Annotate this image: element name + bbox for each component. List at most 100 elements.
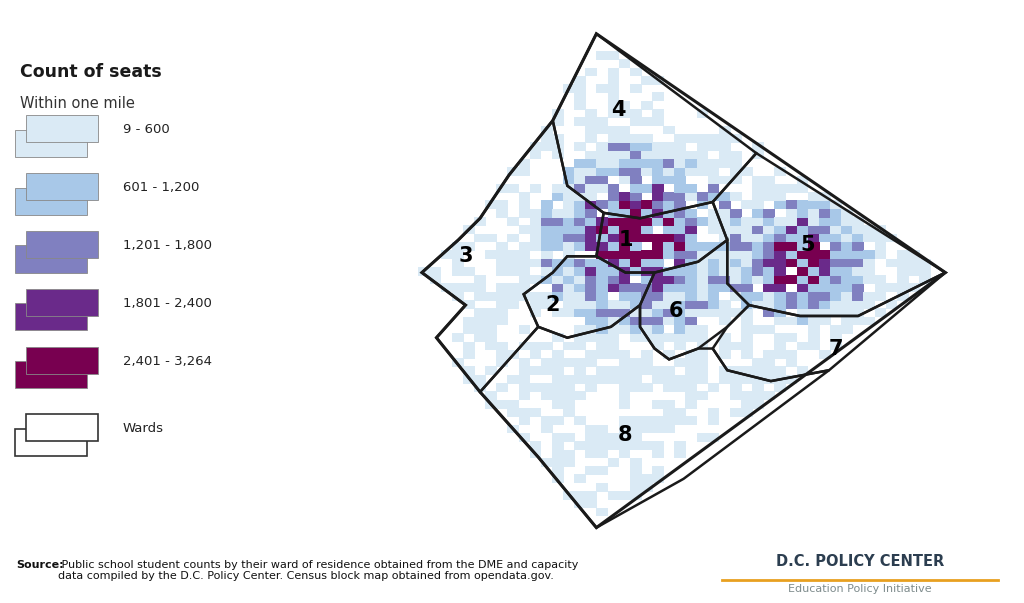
Bar: [808, 209, 819, 218]
Bar: [563, 400, 574, 408]
Bar: [641, 425, 652, 434]
Bar: [763, 217, 775, 226]
Bar: [518, 259, 530, 267]
Bar: [607, 226, 620, 234]
Bar: [596, 167, 608, 176]
Bar: [563, 217, 574, 226]
Bar: [819, 192, 830, 201]
Bar: [874, 283, 887, 292]
Bar: [641, 159, 652, 168]
Bar: [618, 383, 631, 392]
Bar: [652, 109, 664, 118]
Bar: [586, 383, 597, 392]
Bar: [675, 242, 686, 251]
Bar: [797, 233, 809, 242]
Bar: [630, 167, 642, 176]
Bar: [852, 308, 864, 317]
Bar: [518, 209, 530, 218]
Bar: [607, 51, 620, 60]
Bar: [730, 341, 741, 350]
Bar: [696, 159, 709, 168]
Bar: [552, 134, 564, 143]
Bar: [485, 341, 497, 350]
Bar: [797, 283, 809, 292]
Bar: [541, 341, 553, 350]
Bar: [607, 84, 620, 93]
Bar: [774, 184, 786, 192]
Bar: [497, 308, 508, 317]
Bar: [518, 159, 530, 168]
Bar: [675, 416, 686, 425]
Bar: [708, 267, 720, 276]
Bar: [741, 341, 753, 350]
Bar: [785, 259, 798, 267]
Bar: [586, 491, 597, 500]
FancyBboxPatch shape: [26, 289, 97, 316]
Bar: [563, 233, 574, 242]
Bar: [753, 233, 764, 242]
Bar: [652, 425, 664, 434]
Bar: [664, 300, 675, 309]
Bar: [664, 250, 675, 259]
Bar: [607, 233, 620, 242]
Bar: [518, 341, 530, 350]
FancyBboxPatch shape: [15, 245, 87, 273]
Bar: [630, 233, 642, 242]
Bar: [618, 325, 631, 334]
Bar: [652, 292, 664, 300]
Bar: [541, 134, 553, 143]
Bar: [719, 308, 730, 317]
Bar: [664, 350, 675, 359]
Bar: [753, 367, 764, 375]
Bar: [541, 209, 553, 218]
Bar: [730, 217, 741, 226]
Bar: [607, 167, 620, 176]
Bar: [529, 441, 542, 450]
Bar: [730, 367, 741, 375]
Bar: [685, 226, 697, 234]
Bar: [830, 226, 842, 234]
Bar: [719, 367, 730, 375]
Bar: [741, 350, 753, 359]
Bar: [652, 400, 664, 408]
Bar: [563, 383, 574, 392]
Bar: [785, 292, 798, 300]
Bar: [596, 292, 608, 300]
Bar: [518, 167, 530, 176]
Bar: [574, 226, 586, 234]
Bar: [630, 175, 642, 185]
Bar: [675, 449, 686, 458]
Bar: [563, 341, 574, 350]
Bar: [675, 159, 686, 168]
Bar: [753, 391, 764, 400]
Bar: [897, 283, 908, 292]
Bar: [774, 375, 786, 384]
Bar: [508, 400, 519, 408]
Bar: [618, 449, 631, 458]
Bar: [508, 250, 519, 259]
Bar: [497, 242, 508, 251]
Bar: [774, 367, 786, 375]
Bar: [574, 217, 586, 226]
Bar: [664, 167, 675, 176]
Bar: [607, 159, 620, 168]
Bar: [741, 317, 753, 326]
Bar: [696, 391, 709, 400]
Bar: [440, 250, 453, 259]
Bar: [552, 358, 564, 367]
Bar: [696, 367, 709, 375]
Bar: [563, 184, 574, 192]
Bar: [652, 449, 664, 458]
Bar: [808, 217, 819, 226]
Bar: [541, 267, 553, 276]
Bar: [685, 308, 697, 317]
Bar: [641, 101, 652, 110]
Bar: [830, 300, 842, 309]
Bar: [641, 300, 652, 309]
Bar: [596, 449, 608, 458]
Bar: [675, 226, 686, 234]
Bar: [664, 151, 675, 159]
Bar: [630, 283, 642, 292]
Bar: [474, 333, 485, 342]
Bar: [696, 325, 709, 334]
